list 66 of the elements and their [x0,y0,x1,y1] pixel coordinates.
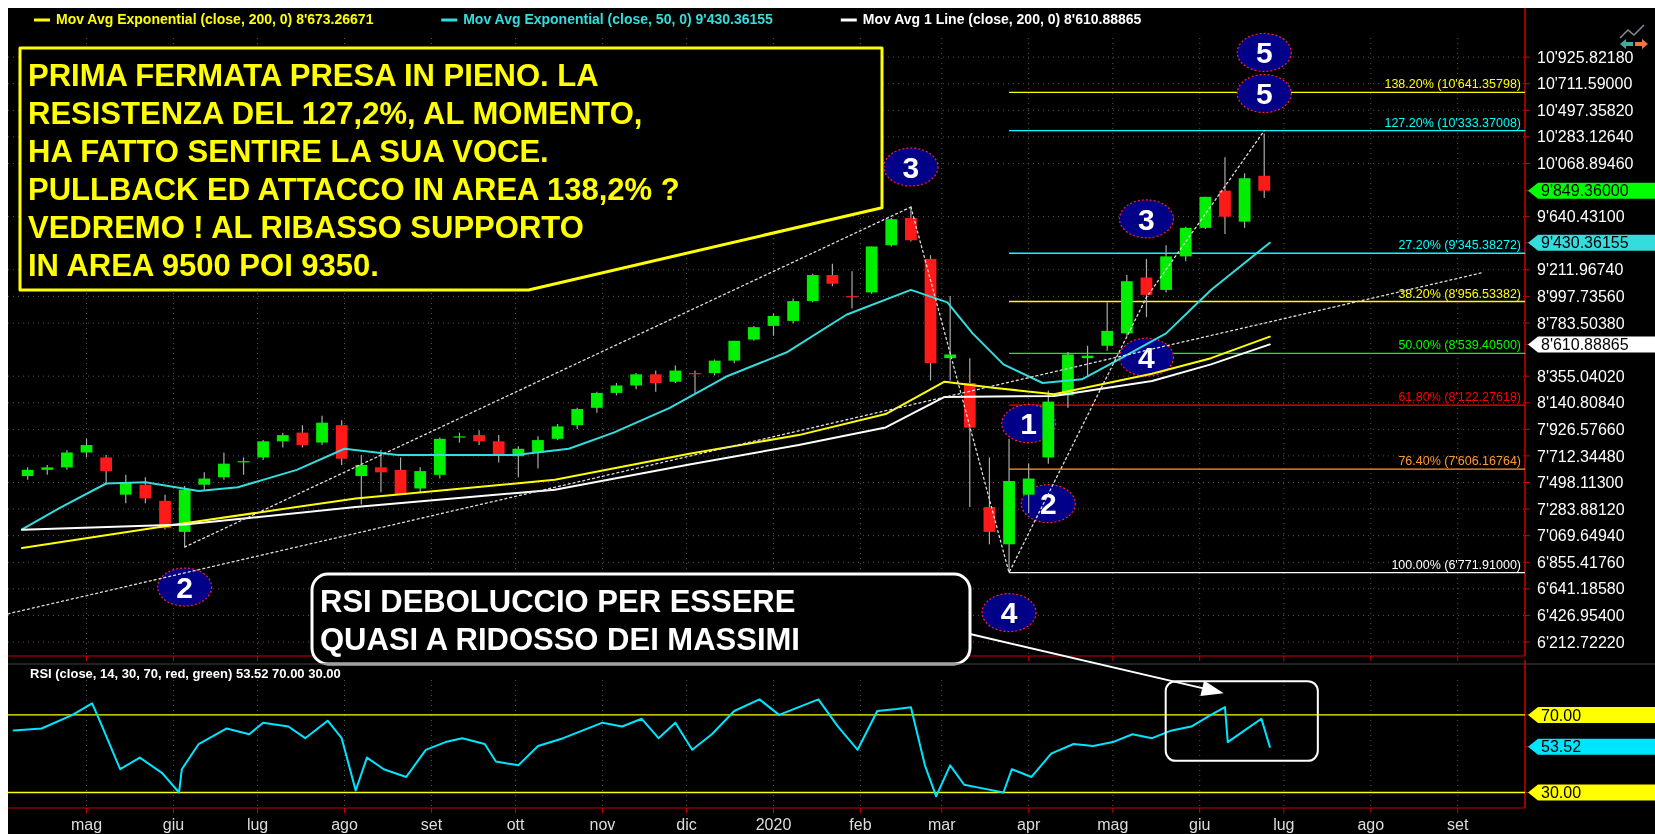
annotation: 5 [1255,36,1273,70]
x-tick-label: ago [331,816,358,833]
ref-line-label: 100.00% (6'771.91000) [1391,557,1521,572]
annotation: 3 [1138,202,1155,236]
y-tick-label: 9'640.43100 [1537,208,1625,226]
ref-line-label: 127.20% (10'333.37008) [1384,115,1521,130]
y-tick-label: 8'355.04020 [1537,367,1625,385]
y-tick-label: 8'997.73560 [1537,288,1625,305]
x-tick-label: 2020 [755,816,792,833]
y-tick-label: 10'497.35820 [1537,101,1634,119]
annotation: PRIMA FERMATA PRESA IN PIENO. LA RESISTENZA DEL 127,2%, AL MOMENTO, HA FATTO SENTIRE LA SUA VOCE. PULLBACK ED ATTACCO IN AREA 138,2% ? VEDREMO ! AL RIBASSO SUPPORTO IN AREA 9500 POI 9350. [28,58,680,284]
y-tick-label: 7'283.88120 [1537,500,1625,518]
annotation: 5 [1255,77,1273,111]
x-tick-label: apr [1017,816,1041,833]
ref-line-label: 76.40% (7'606.16764) [1398,454,1521,469]
x-tick-label: set [420,816,443,833]
annotation: 1 [1020,407,1038,441]
y-tick-label: 9'211.96740 [1537,261,1624,279]
y-tick-label: 7'712.34480 [1537,447,1625,465]
y-tick-label: 10'925.82180 [1537,48,1634,66]
y-tick-label: 53.52 [1541,738,1582,756]
x-tick-label: mag [70,816,103,833]
x-tick-label: set [1447,816,1469,833]
y-tick-label: 7'498.11300 [1537,474,1624,492]
x-tick-label: lug [1273,816,1295,833]
ref-line-label: 50.00% (8'539.40500) [1398,338,1521,353]
x-tick-label: feb [849,816,872,833]
legend-label: Mov Avg 1 Line (close, 200, 0) 8'610.88865 [862,11,1142,27]
y-tick-label: 9'430.36155 [1541,234,1629,252]
y-tick-label: 8'610.88865 [1541,336,1629,354]
y-tick-label: 6'855.41760 [1537,553,1625,571]
x-tick-label: giu [1189,816,1211,833]
y-tick-label: 30.00 [1541,784,1582,802]
ref-line-label: 138.20% (10'641.35798) [1384,77,1521,92]
x-tick-label: nov [589,816,616,833]
y-tick-label: 8'140.80840 [1537,394,1625,412]
y-tick-label: 7'926.57660 [1537,420,1625,438]
annotation: 4 [1000,596,1018,630]
x-tick-label: dic [676,816,697,833]
annotation: 2 [1039,487,1057,521]
y-tick-label: 6'212.72220 [1537,633,1625,651]
x-tick-label: ott [506,816,525,833]
y-tick-label: 10'068.89460 [1537,155,1634,173]
ref-line-label: 27.20% (9'345.38272) [1398,238,1521,253]
x-tick-label: lug [246,816,269,833]
annotation: RSI DEBOLUCCIO PER ESSERE QUASI A RIDOSSO DEI MASSIMI [320,584,800,658]
y-tick-label: 8'783.50380 [1537,314,1625,332]
y-tick-label: 10'283.12640 [1537,128,1634,146]
annotation: 4 [1138,341,1156,375]
y-tick-label: 70.00 [1541,706,1582,724]
y-tick-label: 6'426.95400 [1537,607,1625,625]
x-tick-label: ago [1357,816,1385,833]
x-tick-label: mag [1097,816,1129,833]
ref-line-label: 38.20% (8'956.53382) [1398,286,1521,301]
y-tick-label: 6'641.18580 [1537,580,1625,598]
ref-line-label: 61.80% (8'122.27618) [1398,390,1521,405]
x-tick-label: giu [162,816,185,833]
y-tick-label: 10'711.59000 [1537,75,1633,93]
x-tick-label: mar [927,816,957,833]
legend-label: Mov Avg Exponential (close, 50, 0) 9'430.36155 [463,11,774,27]
annotation: 3 [902,150,920,184]
legend-label: Mov Avg Exponential (close, 200, 0) 8'673.26671 [56,11,374,27]
y-tick-label: 9'849.36000 [1541,182,1629,200]
chart-title: RSI (close, 14, 30, 70, red, green) 53.52 70.00 30.00 [30,666,341,681]
y-tick-label: 7'069.64940 [1537,527,1625,545]
annotation: 2 [176,570,193,604]
